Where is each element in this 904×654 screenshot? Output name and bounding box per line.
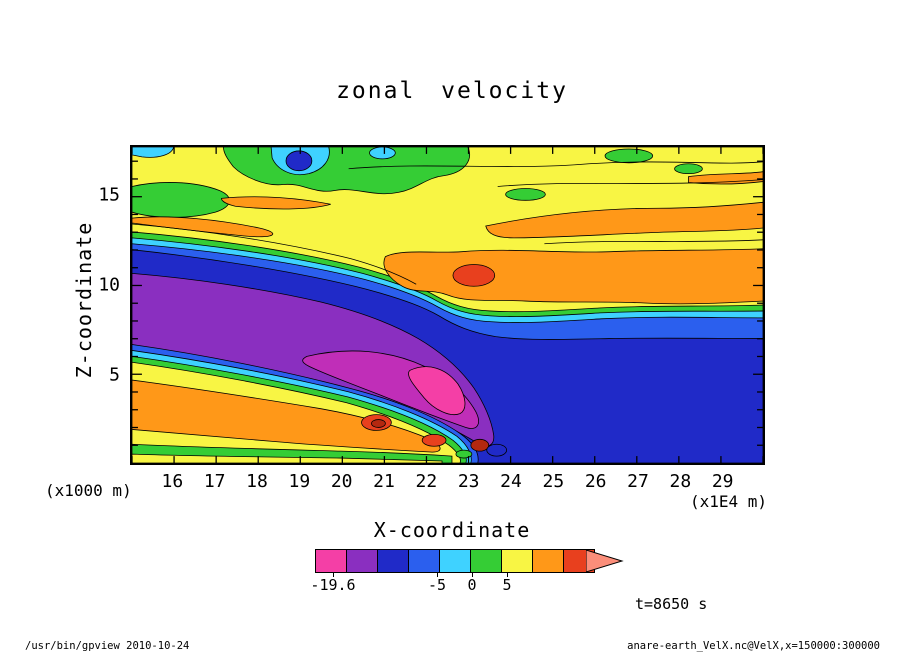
x-tick-label: 24 xyxy=(500,471,522,492)
x-axis-label: X-coordinate xyxy=(373,518,531,542)
colorbar-tick xyxy=(333,572,334,577)
colorbar-segment xyxy=(533,550,564,572)
colorbar-arrow xyxy=(586,549,624,573)
jet-core-negative xyxy=(132,273,495,447)
datafile-footer: anare-earth_VelX.nc@VelX,x=150000:300000 xyxy=(627,640,880,652)
x-tick-label: 19 xyxy=(288,471,311,492)
x-tick-label: 18 xyxy=(246,471,268,492)
colorbar-tick xyxy=(507,572,508,577)
x-tick-label: 25 xyxy=(542,471,565,492)
colorbar-label: 5 xyxy=(502,576,512,594)
y-tick-label: 15 xyxy=(98,184,120,206)
time-label: t=8650 s xyxy=(635,595,708,613)
colorbar-label: -19.6 xyxy=(310,576,356,594)
colorbar-label: 0 xyxy=(467,576,477,594)
colorbar-label: -5 xyxy=(427,576,447,594)
colorbar-segment xyxy=(347,550,378,572)
y-tick-label: 10 xyxy=(98,274,120,296)
x-tick-label: 28 xyxy=(669,471,692,492)
colorbar-segment xyxy=(471,550,502,572)
x-tick-label: 29 xyxy=(711,471,734,492)
colorbar-segment xyxy=(409,550,440,572)
x-tick-label: 21 xyxy=(373,471,395,492)
colorbar-tick xyxy=(472,572,473,577)
front-bottom-extrema xyxy=(455,438,508,459)
x-tick-label: 27 xyxy=(627,471,649,492)
x-tick-label: 20 xyxy=(330,471,353,492)
colorbar-segment xyxy=(440,550,471,572)
command-footer: /usr/bin/gpview 2010-10-24 xyxy=(25,640,190,652)
lower-left-positive-pocket xyxy=(132,344,479,463)
upper-layer-features xyxy=(132,147,763,239)
y-axis-unit-label: (x1000 m) xyxy=(45,481,132,500)
x-tick-label: 22 xyxy=(415,471,438,492)
axis-ticks xyxy=(132,147,763,463)
colorbar-segment xyxy=(378,550,409,572)
colorbar-segment xyxy=(316,550,347,572)
contour-field xyxy=(132,147,763,463)
y-axis-label: Z-coordinate xyxy=(72,221,96,379)
colorbar xyxy=(315,549,595,573)
x-tick-label: 17 xyxy=(203,471,226,492)
x-tick-label: 23 xyxy=(457,471,480,492)
x-axis-unit-label: (x1E4 m) xyxy=(690,492,768,511)
y-tick-label: 5 xyxy=(109,364,120,386)
chart-title: zonal velocity xyxy=(336,78,568,104)
colorbar-tick xyxy=(437,572,438,577)
colorbar-segment xyxy=(502,550,533,572)
mid-right-positive-band xyxy=(383,248,763,305)
x-tick-label: 26 xyxy=(584,471,607,492)
contour-plot-frame xyxy=(130,145,765,465)
x-tick-label: 16 xyxy=(161,471,184,492)
extra-contour-lines xyxy=(132,161,763,285)
